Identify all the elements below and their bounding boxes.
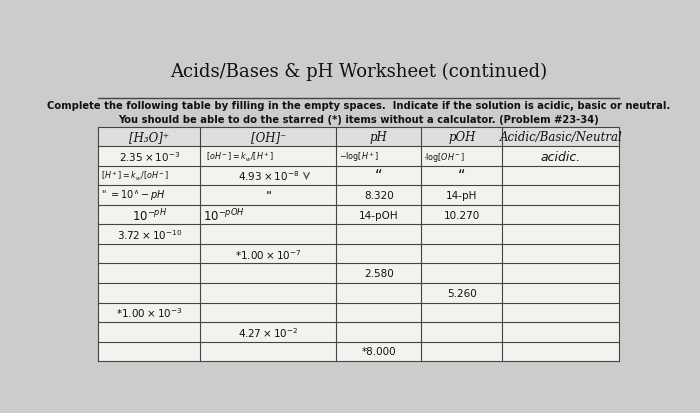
Text: Complete the following table by filling in the empty spaces.  Indicate if the so: Complete the following table by filling … bbox=[47, 100, 671, 110]
Text: acidic.: acidic. bbox=[540, 150, 581, 163]
Text: 2.580: 2.580 bbox=[364, 268, 393, 278]
Text: ": " bbox=[265, 189, 272, 202]
Text: pOH: pOH bbox=[448, 131, 475, 144]
Text: You should be able to do the starred (*) items without a calculator. (Problem #2: You should be able to do the starred (*)… bbox=[118, 115, 599, 125]
Text: $10^{-pOH}$: $10^{-pOH}$ bbox=[203, 207, 244, 223]
Text: pH: pH bbox=[370, 131, 388, 144]
Text: 10.270: 10.270 bbox=[444, 210, 480, 220]
Text: $4.93 \times 10^{-8}$: $4.93 \times 10^{-8}$ bbox=[237, 169, 299, 183]
Text: 8.320: 8.320 bbox=[364, 191, 393, 201]
Bar bbox=[98, 128, 619, 361]
Text: $*1.00 \times 10^{-3}$: $*1.00 \times 10^{-3}$ bbox=[116, 306, 183, 319]
Text: $[H^+]=k_w/[oH^-]$: $[H^+]=k_w/[oH^-]$ bbox=[101, 170, 169, 183]
Text: $10^{-pH}$: $10^{-pH}$ bbox=[132, 207, 167, 223]
Text: $[oH^-]=k_w/[H^+]$: $[oH^-]=k_w/[H^+]$ bbox=[206, 150, 274, 163]
Text: [OH]⁻: [OH]⁻ bbox=[251, 131, 286, 144]
Bar bbox=[98, 128, 619, 147]
Text: $*1.00 \times 10^{-7}$: $*1.00 \times 10^{-7}$ bbox=[235, 247, 302, 261]
Text: 14-pH: 14-pH bbox=[446, 191, 477, 201]
Text: “: “ bbox=[458, 169, 466, 184]
Text: $2.35 \times 10^{-3}$: $2.35 \times 10^{-3}$ bbox=[118, 150, 180, 164]
Text: $4.27 \times 10^{-2}$: $4.27 \times 10^{-2}$ bbox=[238, 325, 298, 339]
Text: $-\log[H^+]$: $-\log[H^+]$ bbox=[339, 150, 379, 164]
Text: Acidic/Basic/Neutral: Acidic/Basic/Neutral bbox=[499, 131, 622, 144]
Text: [H₃O]⁺: [H₃O]⁺ bbox=[130, 131, 169, 144]
Text: $\cdot\log[OH^-]$: $\cdot\log[OH^-]$ bbox=[423, 150, 466, 163]
Text: “: “ bbox=[375, 169, 382, 184]
Text: $3.72 \times 10^{-10}$: $3.72 \times 10^{-10}$ bbox=[117, 228, 182, 242]
Text: 14-pOH: 14-pOH bbox=[359, 210, 398, 220]
Text: 5.260: 5.260 bbox=[447, 288, 477, 298]
Text: Acids/Bases & pH Worksheet (continued): Acids/Bases & pH Worksheet (continued) bbox=[170, 62, 547, 81]
Text: " $=10^{\wedge}-pH$: " $=10^{\wedge}-pH$ bbox=[101, 188, 166, 203]
Text: *8.000: *8.000 bbox=[361, 347, 396, 356]
